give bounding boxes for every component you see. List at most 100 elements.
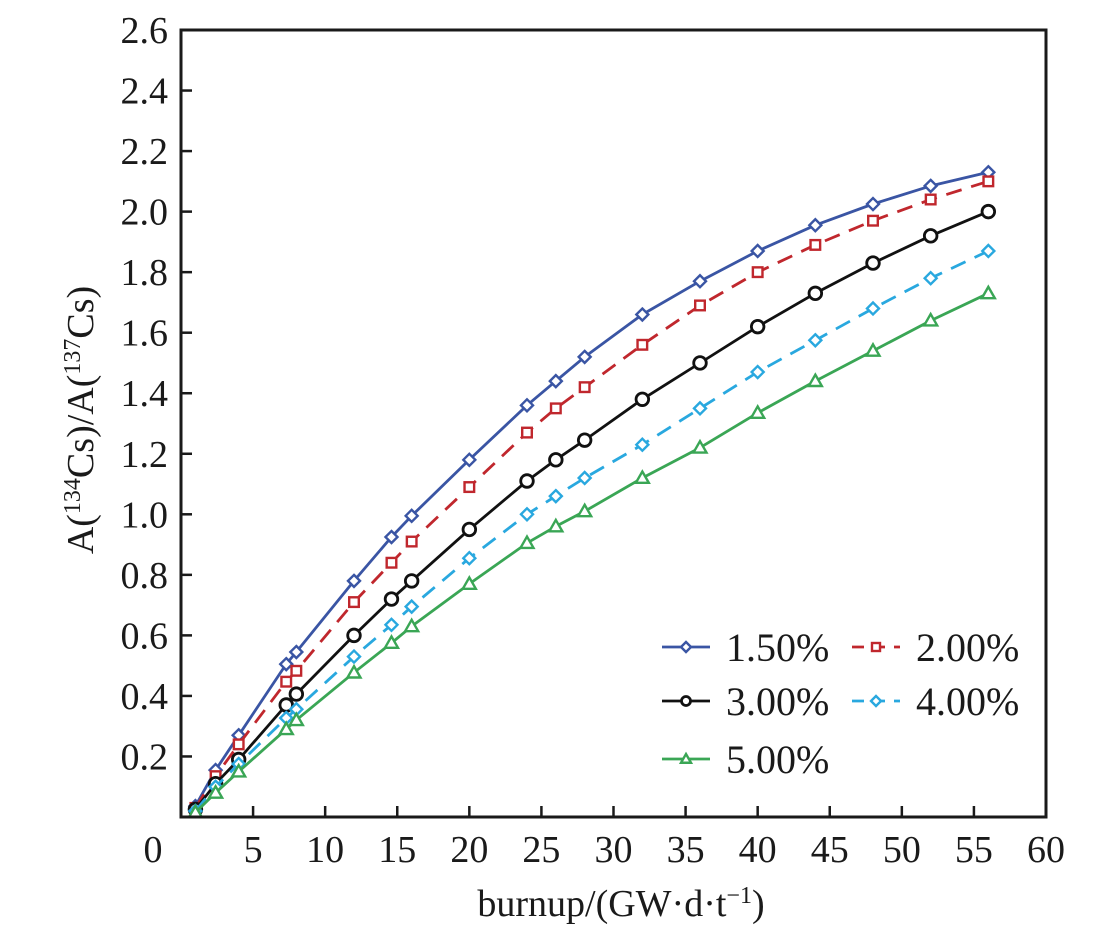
series-line xyxy=(194,292,989,814)
data-point xyxy=(924,193,937,206)
y-tick-label: 0.2 xyxy=(121,736,169,778)
x-tick-label: 0 xyxy=(144,829,163,871)
series-400 xyxy=(187,243,997,819)
data-point xyxy=(547,517,565,533)
y-tick-label: 1.2 xyxy=(121,434,169,476)
data-point xyxy=(385,556,398,569)
legend-item: 4.00% xyxy=(852,679,1019,724)
x-axis: 0 5 10 15 20 25 30 35 40 45 50 55 60 xyxy=(144,806,1065,871)
data-point xyxy=(288,644,305,660)
data-point xyxy=(519,397,535,414)
data-point xyxy=(634,306,651,323)
data-point xyxy=(461,550,478,566)
data-point xyxy=(749,243,766,259)
data-point xyxy=(576,349,593,365)
x-tick-label: 5 xyxy=(244,829,263,871)
x-tick-label: 35 xyxy=(667,829,705,871)
data-point xyxy=(287,711,305,727)
data-point xyxy=(382,634,401,650)
y-tick-label: 2.0 xyxy=(121,192,169,234)
data-point xyxy=(403,598,420,615)
data-point xyxy=(634,436,651,453)
data-point xyxy=(345,663,363,679)
data-point xyxy=(519,473,535,489)
legend-marker xyxy=(869,694,883,708)
y-axis-title-mid: Cs)/A( xyxy=(60,375,102,478)
legend-label: 4.00% xyxy=(916,679,1019,724)
data-point xyxy=(809,238,822,251)
series-line xyxy=(194,249,989,812)
data-point xyxy=(518,534,536,550)
y-tick-label: 1.8 xyxy=(121,252,169,294)
data-point xyxy=(694,299,707,312)
data-point xyxy=(692,400,708,417)
y-tick-label: 0.4 xyxy=(121,676,169,718)
data-point xyxy=(807,217,824,233)
x-axis-title-end: ) xyxy=(752,883,765,925)
x-tick-label: 15 xyxy=(378,829,416,871)
data-point xyxy=(865,255,881,271)
y-axis-title-end: Cs) xyxy=(60,286,102,339)
data-point xyxy=(636,338,649,351)
data-point xyxy=(922,178,939,194)
series-300 xyxy=(187,203,997,818)
legend-marker xyxy=(678,751,694,764)
x-tick-label: 45 xyxy=(811,829,849,871)
data-point xyxy=(346,627,362,644)
data-point xyxy=(751,266,764,279)
x-tick-label: 40 xyxy=(739,829,777,871)
data-point xyxy=(749,403,767,419)
x-axis-title-sup: −1 xyxy=(726,883,752,909)
data-point xyxy=(806,372,824,388)
data-point xyxy=(807,332,824,348)
data-point xyxy=(232,738,245,751)
data-point xyxy=(383,529,400,545)
data-point xyxy=(749,318,766,335)
y-tick-label: 0.6 xyxy=(121,615,169,657)
series-line xyxy=(194,179,989,809)
data-point xyxy=(865,196,881,212)
legend-marker xyxy=(680,695,692,707)
y-tick-label: 0.8 xyxy=(121,555,169,597)
data-point xyxy=(922,270,939,286)
data-point xyxy=(521,426,534,439)
x-axis-title-main: burnup/(GW·d·t xyxy=(477,883,726,925)
data-point xyxy=(867,214,880,227)
data-point xyxy=(692,273,708,289)
data-point xyxy=(461,452,478,468)
x-tick-label: 60 xyxy=(1027,829,1065,871)
y-tick-label: 1.6 xyxy=(121,313,169,355)
data-point xyxy=(549,402,562,415)
x-tick-label: 10 xyxy=(306,829,344,871)
data-point xyxy=(865,300,881,317)
data-point xyxy=(277,720,295,736)
series-200 xyxy=(189,175,995,814)
y-axis-title-sup1: 134 xyxy=(60,478,86,514)
y-axis-title-a1: A( xyxy=(60,514,102,554)
data-point xyxy=(980,243,997,259)
legend-item: 1.50% xyxy=(662,625,829,670)
data-point xyxy=(463,481,476,494)
data-point xyxy=(405,535,418,548)
legend-label: 2.00% xyxy=(916,625,1019,670)
data-point xyxy=(346,648,362,665)
y-axis-title-sup2: 137 xyxy=(60,339,86,375)
data-point xyxy=(383,617,400,633)
y-axis-title: A(134Cs)/A(137Cs) xyxy=(60,286,102,554)
data-point xyxy=(280,675,293,688)
data-point xyxy=(383,591,400,607)
data-point xyxy=(348,596,361,609)
data-point xyxy=(864,341,882,357)
legend-label: 5.00% xyxy=(726,737,829,782)
series-line xyxy=(194,210,989,811)
data-point xyxy=(403,573,420,589)
data-point xyxy=(633,469,651,485)
legend: 1.50% 2.00% 3.00% 4.00% 5.00% xyxy=(662,625,1019,782)
series-500 xyxy=(186,284,997,819)
data-point xyxy=(548,373,564,389)
data-point xyxy=(979,284,997,300)
data-point xyxy=(460,575,478,591)
x-tick-label: 25 xyxy=(522,829,560,871)
data-point xyxy=(519,506,535,523)
